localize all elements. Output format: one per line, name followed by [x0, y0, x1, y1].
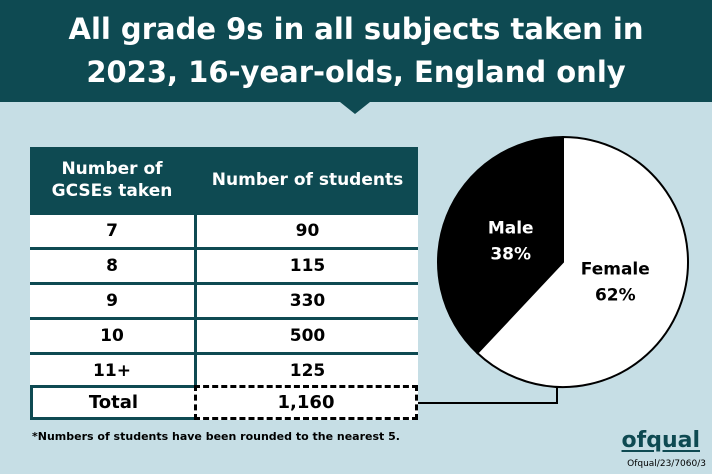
- total-label: Total: [30, 385, 194, 420]
- student-count: 500: [197, 320, 418, 352]
- student-count: 90: [197, 215, 418, 247]
- pie-slice: [476, 135, 689, 388]
- footnote: *Numbers of students have been rounded t…: [32, 430, 400, 443]
- reference: Ofqual/23/7060/3: [627, 459, 706, 469]
- gcse-count: 9: [30, 285, 194, 317]
- student-count: 125: [197, 355, 418, 387]
- student-count: 330: [197, 285, 418, 317]
- header-cell: Number of GCSEs taken: [30, 147, 194, 212]
- header-cell: Number of students: [197, 147, 418, 212]
- connector: [418, 386, 558, 404]
- gcse-count: 10: [30, 320, 194, 352]
- gcse-count: 8: [30, 250, 194, 282]
- pie-slice: [437, 135, 564, 355]
- logo: ofqual: [621, 428, 700, 453]
- slice-value-label: 62%: [595, 286, 636, 306]
- student-count: 115: [197, 250, 418, 282]
- slice-value-label: 38%: [490, 244, 531, 264]
- header-pointer: [340, 102, 370, 114]
- slice-label: Male: [488, 218, 534, 238]
- table: Number of GCSEs taken Number of students…: [30, 147, 418, 390]
- gcse-count: 7: [30, 215, 194, 247]
- gcse-count: 11+: [30, 355, 194, 387]
- slice-label: Female: [581, 260, 650, 280]
- total-row: Total 1,160: [30, 385, 418, 420]
- header: [0, 0, 712, 102]
- total-value: 1,160: [194, 385, 418, 420]
- title: All grade 9s in all subjects taken in 20…: [68, 12, 644, 89]
